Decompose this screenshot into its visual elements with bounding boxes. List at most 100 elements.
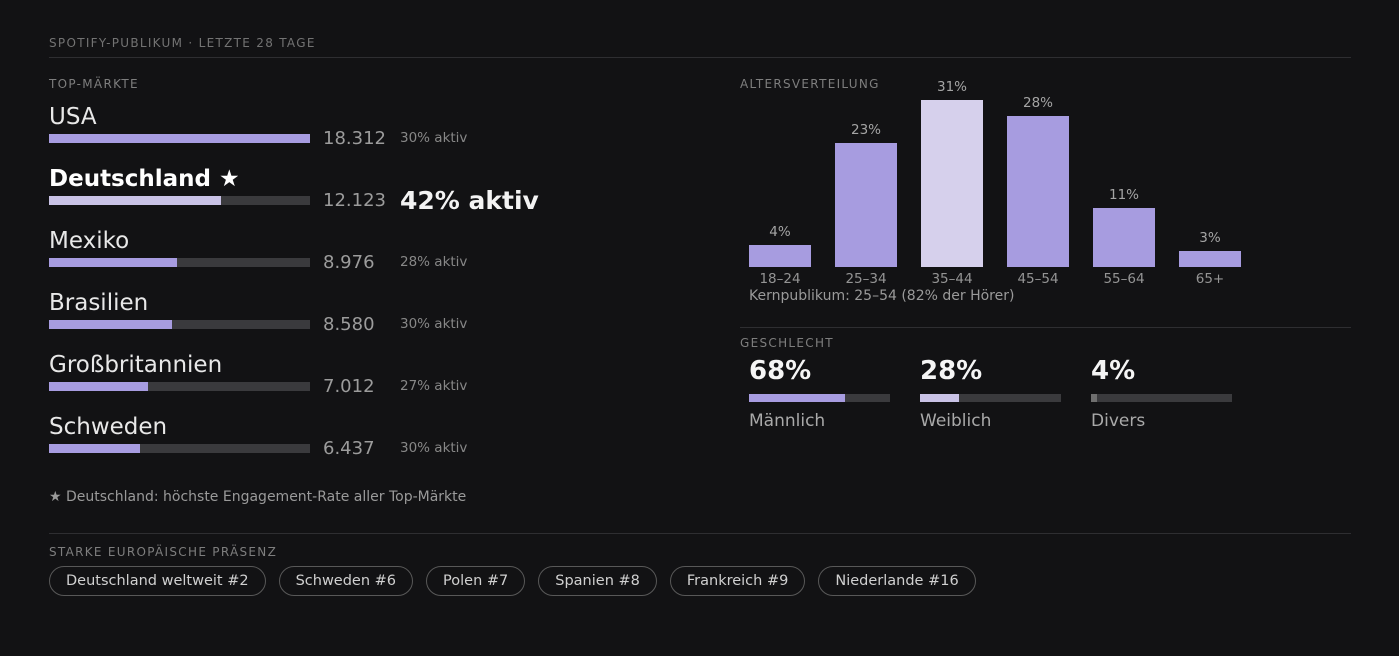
- market-bar-fill: [49, 443, 141, 453]
- gender-percent: 68%: [749, 356, 812, 386]
- age-bar-value: 28%: [1022, 95, 1053, 111]
- age-bar-rect: [1093, 208, 1155, 267]
- market-bar-fill: [49, 195, 222, 205]
- top-markets-section: TOP-MÄRKTE USA 18.312 30% aktiv Deutschland…: [49, 77, 709, 477]
- gender-heading: GESCHLECHT: [740, 336, 834, 350]
- country-rank-chip: Schweden #6: [278, 566, 414, 596]
- market-bar-fill: [49, 381, 149, 391]
- age-bar: 31%: [921, 79, 983, 267]
- age-axis-label: 55–64: [1103, 271, 1145, 287]
- gender-bar-fill: [920, 394, 960, 402]
- gender-stat: 68% Männlich: [749, 356, 890, 431]
- market-active-rate: 30% aktiv: [400, 316, 468, 332]
- age-chart: 4% 23% 31% 28% 11% 3%: [749, 79, 1241, 267]
- market-bar-track: [49, 381, 310, 391]
- market-name: Schweden: [49, 414, 168, 440]
- market-barline: 6.437 30% aktiv: [49, 438, 709, 459]
- market-bar-track: [49, 257, 310, 267]
- age-axis-label: 65+: [1195, 271, 1225, 287]
- gender-stats: 68% Männlich 28% Weiblich 4% Divers: [749, 356, 1232, 431]
- age-bar-rect: [1007, 116, 1069, 267]
- gender-stat: 4% Divers: [1091, 356, 1232, 431]
- market-row: Großbritannien 7.012 27% aktiv: [49, 353, 709, 415]
- market-value: 7.012: [323, 375, 375, 397]
- age-bar: 4%: [749, 224, 811, 267]
- age-axis-label: 45–54: [1017, 271, 1059, 287]
- market-barline: 8.580 30% aktiv: [49, 314, 709, 335]
- market-value: 8.580: [323, 313, 375, 335]
- market-name: USA: [49, 104, 97, 130]
- market-bar-track: [49, 133, 310, 143]
- market-barline: 8.976 28% aktiv: [49, 252, 709, 273]
- country-rank-chips: Deutschland weltweit #2 Schweden #6 Polen …: [49, 566, 976, 596]
- market-active-rate: 30% aktiv: [400, 130, 468, 146]
- market-row: Brasilien 8.580 30% aktiv: [49, 291, 709, 353]
- age-bar-value: 11%: [1108, 187, 1139, 203]
- age-bar-value: 4%: [769, 224, 791, 240]
- gender-bar-track: [1091, 394, 1232, 402]
- age-bar: 28%: [1007, 95, 1069, 267]
- age-chart-caption: Kernpublikum: 25–54 (82% der Hörer): [749, 288, 1015, 304]
- age-bar-value: 31%: [936, 79, 967, 95]
- market-barline: 7.012 27% aktiv: [49, 376, 709, 397]
- gender-label: Männlich: [749, 411, 826, 431]
- age-axis: 18–24 25–34 35–44 45–54 55–64 65+: [749, 271, 1241, 287]
- gender-bar-track: [920, 394, 1061, 402]
- age-bar: 23%: [835, 122, 897, 267]
- market-value: 6.437: [323, 437, 375, 459]
- germany-footnote: ★ Deutschland: höchste Engagement-Rate a…: [49, 489, 467, 505]
- age-axis-label: 18–24: [759, 271, 801, 287]
- top-markets-list: USA 18.312 30% aktiv Deutschland ★ 12.123 42%…: [49, 105, 709, 477]
- gender-divider: [740, 327, 1351, 328]
- country-rank-chip: Deutschland weltweit #2: [49, 566, 266, 596]
- age-axis-label: 25–34: [845, 271, 887, 287]
- gender-label: Weiblich: [920, 411, 992, 431]
- gender-bar-fill: [749, 394, 845, 402]
- market-name: Deutschland ★: [49, 166, 240, 192]
- market-row: Mexiko 8.976 28% aktiv: [49, 229, 709, 291]
- gender-percent: 4%: [1091, 356, 1136, 386]
- market-value: 18.312: [323, 127, 386, 149]
- country-rank-chip: Frankreich #9: [669, 566, 806, 596]
- market-bar-track: [49, 195, 310, 205]
- gender-percent: 28%: [920, 356, 983, 386]
- country-rank-chip: Polen #7: [426, 566, 526, 596]
- dashboard-title: SPOTIFY-PUBLIKUM · LETZTE 28 TAGE: [49, 36, 316, 50]
- market-bar-fill: [49, 133, 310, 143]
- age-bar-value: 23%: [850, 122, 881, 138]
- age-bar: 3%: [1179, 230, 1241, 267]
- gender-bar-track: [749, 394, 890, 402]
- market-barline: 12.123 42% aktiv: [49, 186, 709, 215]
- market-value: 12.123: [323, 189, 386, 211]
- gender-label: Divers: [1091, 411, 1146, 431]
- market-active-rate: 42% aktiv: [400, 185, 539, 215]
- gender-stat: 28% Weiblich: [920, 356, 1061, 431]
- age-bar-rect: [835, 143, 897, 267]
- age-bar-rect: [1179, 251, 1241, 267]
- age-bar: 11%: [1093, 187, 1155, 267]
- market-row: USA 18.312 30% aktiv: [49, 105, 709, 167]
- audience-stats-section: ALTERSVERTEILUNG 4% 23% 31% 28% 11% 3% 18–24 2…: [740, 77, 1351, 477]
- market-bar-fill: [49, 319, 172, 329]
- country-rank-chip: Spanien #8: [538, 566, 657, 596]
- european-divider: [49, 533, 1351, 534]
- market-value: 8.976: [323, 251, 375, 273]
- market-bar-track: [49, 443, 310, 453]
- age-bar-value: 3%: [1199, 230, 1221, 246]
- age-bar-rect: [921, 100, 983, 267]
- market-name: Brasilien: [49, 290, 149, 316]
- market-row: Schweden 6.437 30% aktiv: [49, 415, 709, 477]
- market-bar-fill: [49, 257, 177, 267]
- market-name: Großbritannien: [49, 352, 223, 378]
- market-active-rate: 27% aktiv: [400, 378, 468, 394]
- market-active-rate: 28% aktiv: [400, 254, 468, 270]
- country-rank-chip: Niederlande #16: [818, 566, 976, 596]
- market-name: Mexiko: [49, 228, 130, 254]
- market-active-rate: 30% aktiv: [400, 440, 468, 456]
- gender-bar-fill: [1091, 394, 1097, 402]
- header-divider: [49, 57, 1351, 58]
- market-barline: 18.312 30% aktiv: [49, 128, 709, 149]
- age-axis-label: 35–44: [931, 271, 973, 287]
- european-presence-heading: STARKE EUROPÄISCHE PRÄSENZ: [49, 545, 278, 559]
- market-bar-track: [49, 319, 310, 329]
